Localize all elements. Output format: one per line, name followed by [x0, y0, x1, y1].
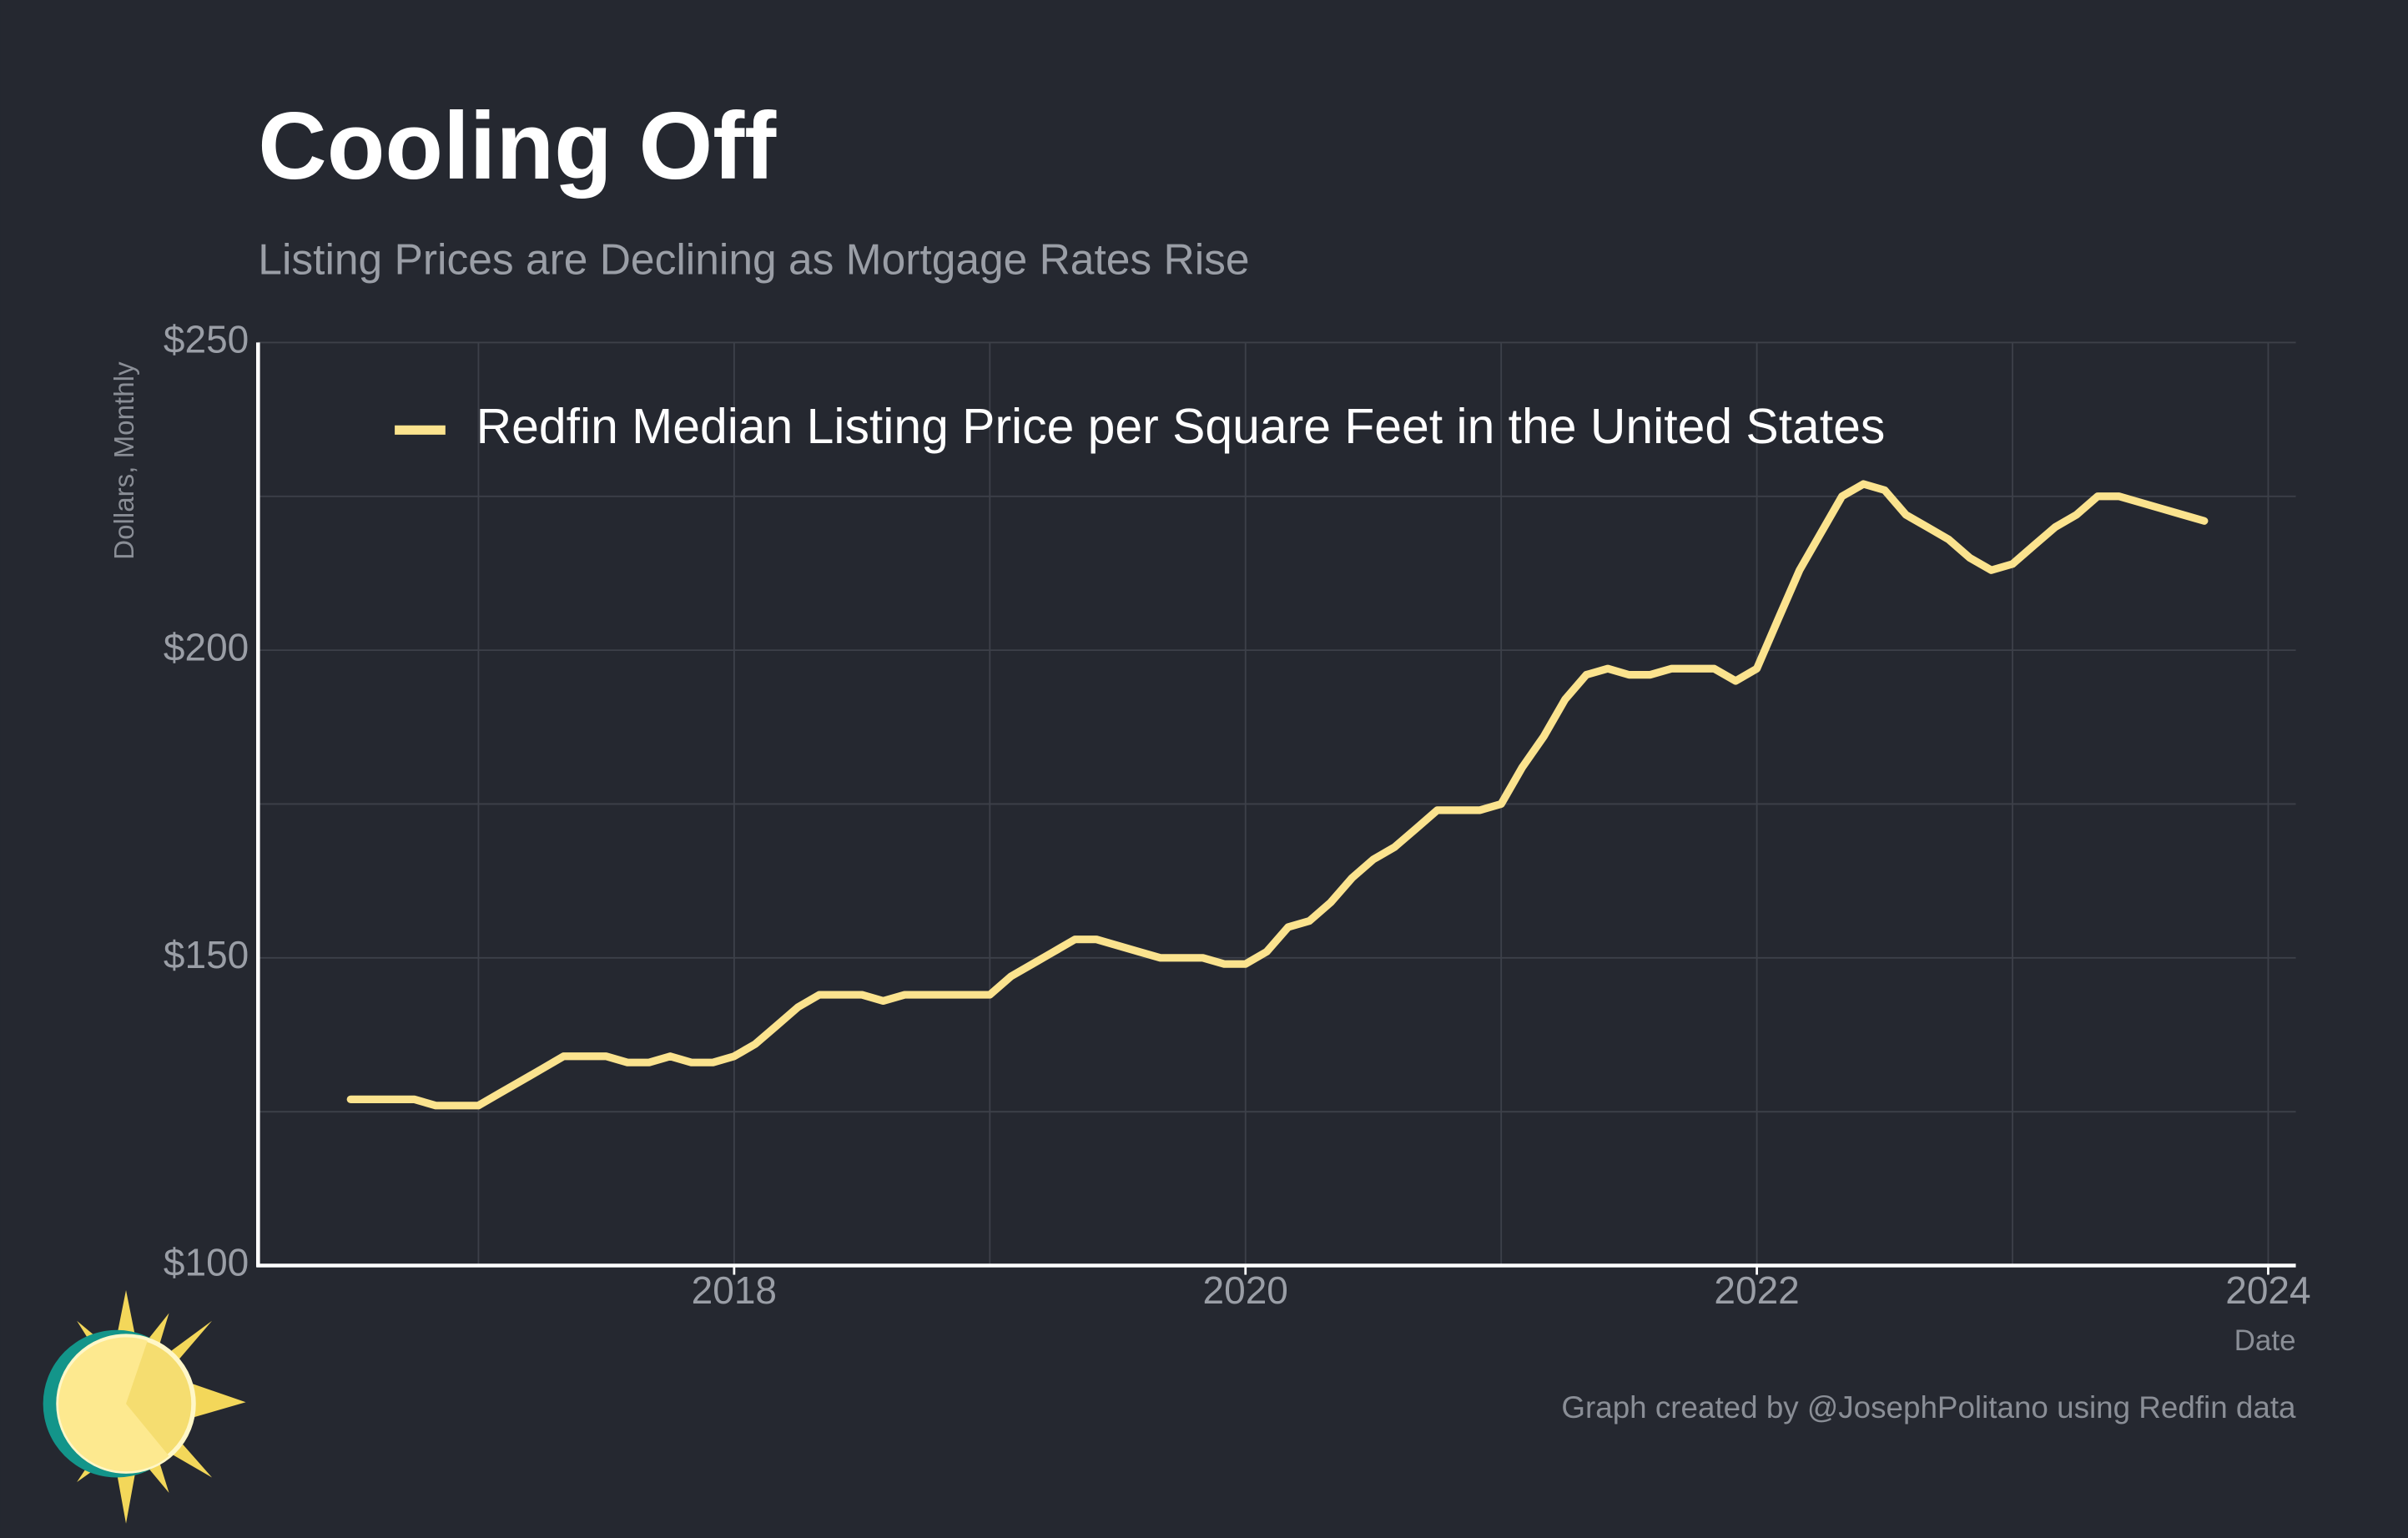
y-tick-label: $200 — [164, 625, 249, 668]
data-line — [346, 480, 2209, 1110]
logo — [43, 1289, 246, 1524]
y-tick-label: $150 — [164, 933, 249, 976]
x-tick-label: 2020 — [1203, 1268, 1288, 1312]
y-tick-label: $100 — [164, 1241, 249, 1284]
chart-title: Cooling Off — [258, 93, 777, 199]
x-tick-label: 2022 — [1714, 1268, 1799, 1312]
caption: Graph created by @JosephPolitano using R… — [1561, 1390, 2296, 1425]
logo-highlight — [58, 1337, 169, 1472]
chart-subtitle: Listing Prices are Declining as Mortgage… — [258, 234, 1249, 283]
x-tick-label: 2024 — [2225, 1268, 2310, 1312]
y-tick-label: $250 — [164, 318, 249, 361]
y-axis-label: Dollars, Monthly — [109, 361, 140, 560]
x-axis-label: Date — [2234, 1324, 2296, 1357]
legend-label: Redfin Median Listing Price per Square F… — [476, 400, 1886, 454]
plot-area: $100 $150 $200 $250 2018 2020 2022 2024 Redfin M… — [164, 318, 2311, 1312]
x-tick-label: 2018 — [692, 1268, 777, 1312]
